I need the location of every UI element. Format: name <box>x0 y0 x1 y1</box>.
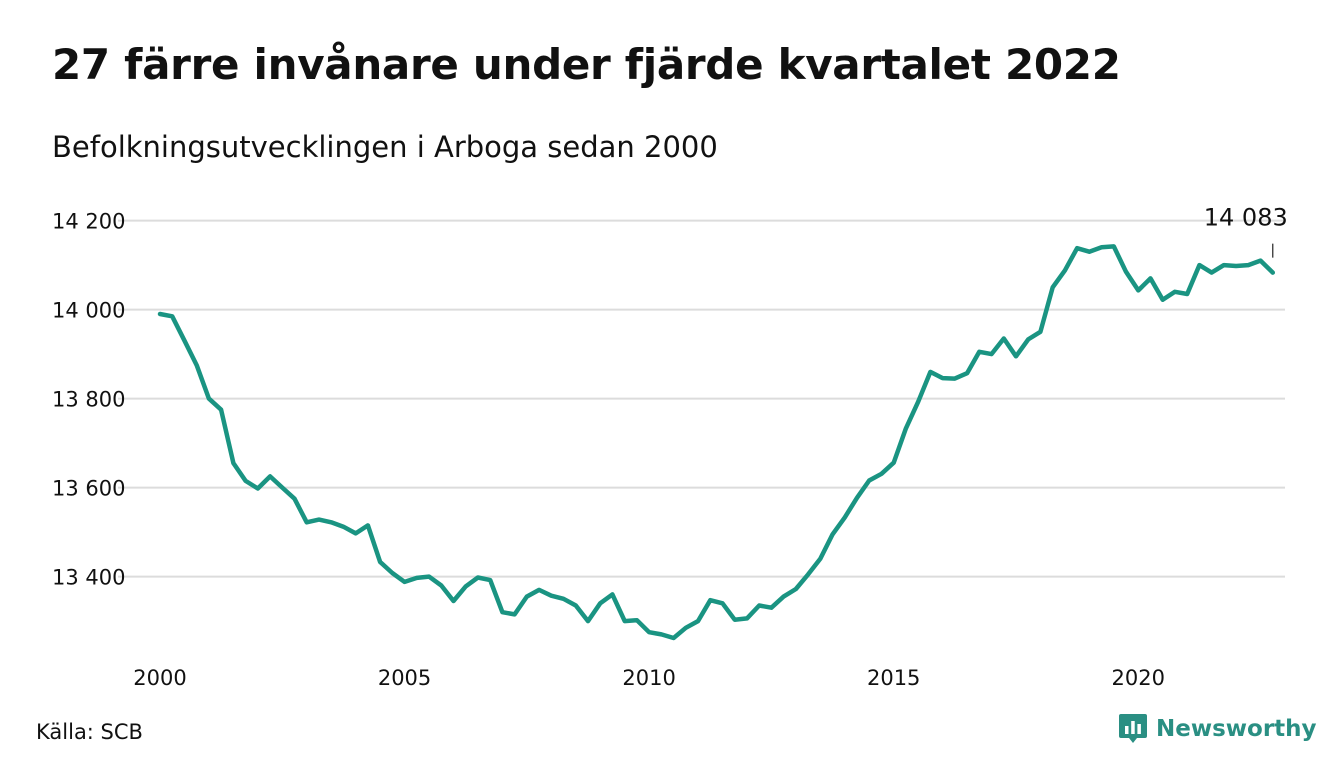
y-tick-label: 13 600 <box>52 477 125 501</box>
x-tick-label: 2010 <box>622 666 675 690</box>
x-tick-label: 2015 <box>867 666 920 690</box>
brand-name: Newsworthy <box>1156 716 1317 742</box>
y-axis-tick-labels: 13 400 13 600 13 800 14 000 14 200 <box>52 210 125 590</box>
newsworthy-logo-icon <box>1119 714 1147 743</box>
y-tick-label: 13 400 <box>52 566 125 590</box>
y-tick-label: 13 800 <box>52 388 125 412</box>
y-tick-label: 14 200 <box>52 210 125 234</box>
x-axis-tick-labels: 2000 2005 2010 2015 2020 <box>133 666 1165 690</box>
y-tick-label: 14 000 <box>52 299 125 323</box>
brand-logo: Newsworthy <box>1118 712 1317 746</box>
last-value-label: 14 083 <box>1204 204 1288 232</box>
population-series-line <box>157 244 1276 641</box>
chart-title: 27 färre invånare under fjärde kvartalet… <box>52 40 1121 89</box>
x-tick-label: 2005 <box>378 666 431 690</box>
gridlines <box>118 219 1285 578</box>
x-tick-label: 2020 <box>1112 666 1165 690</box>
source-note: Källa: SCB <box>36 720 143 744</box>
x-tick-label: 2000 <box>133 666 186 690</box>
chart-subtitle: Befolkningsutvecklingen i Arboga sedan 2… <box>52 130 718 164</box>
